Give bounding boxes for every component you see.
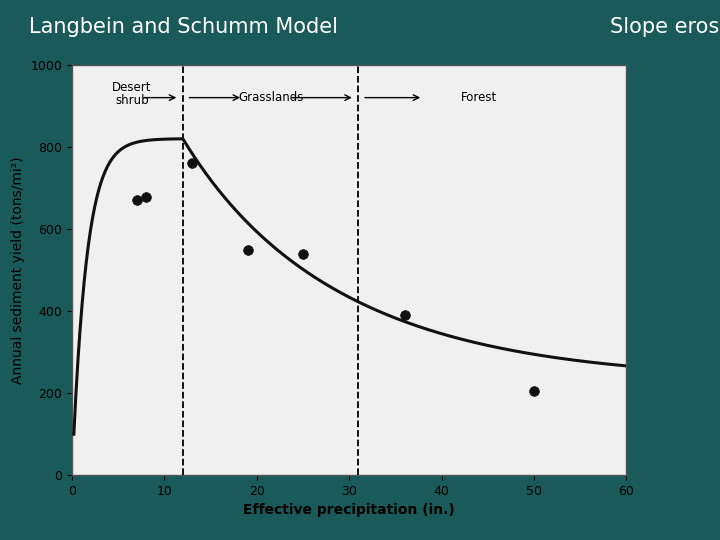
Y-axis label: Annual sediment yield (tons/mi²): Annual sediment yield (tons/mi²) [11, 156, 25, 384]
Text: Desert: Desert [112, 81, 152, 94]
Text: shrub: shrub [115, 93, 149, 106]
X-axis label: Effective precipitation (in.): Effective precipitation (in.) [243, 503, 455, 517]
Text: Slope erosion: Slope erosion [610, 17, 720, 37]
Text: Forest: Forest [460, 91, 497, 104]
Text: Grasslands: Grasslands [238, 91, 303, 104]
Text: Langbein and Schumm Model: Langbein and Schumm Model [29, 17, 338, 37]
